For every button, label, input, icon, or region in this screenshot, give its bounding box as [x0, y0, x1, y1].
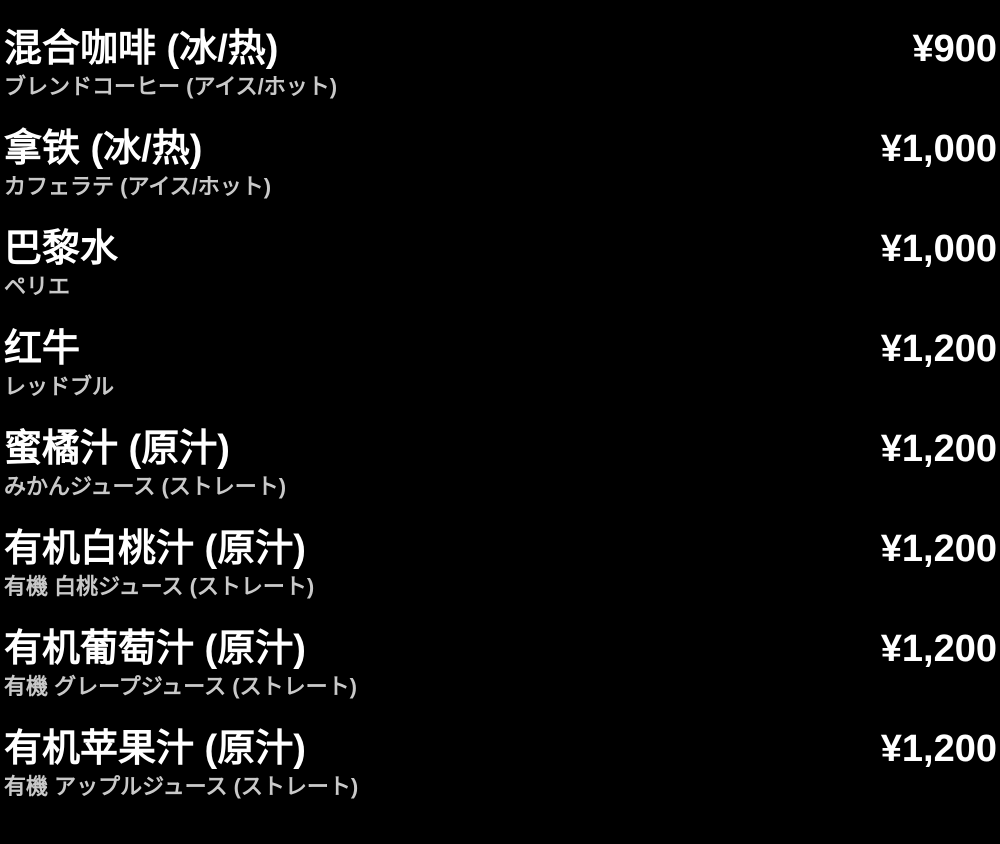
item-name-zh: 混合咖啡 (冰/热) [4, 28, 279, 70]
menu-item: 有机葡萄汁 (原汁) ¥1,200 有機 グレープジュース (ストレート) [4, 625, 997, 701]
item-name-zh: 红牛 [4, 328, 81, 370]
menu-item-header: 蜜橘汁 (原汁) ¥1,200 [4, 425, 997, 473]
item-name-zh: 有机葡萄汁 (原汁) [4, 628, 306, 670]
item-name-zh: 有机苹果汁 (原汁) [4, 728, 306, 770]
item-name-ja: 有機 白桃ジュース (ストレート) [4, 574, 315, 599]
menu-item: 红牛 ¥1,200 レッドブル [4, 325, 997, 401]
menu-item-header: 混合咖啡 (冰/热) ¥900 [4, 25, 997, 73]
item-name-ja: 有機 グレープジュース (ストレート) [4, 674, 357, 699]
menu-item: 混合咖啡 (冰/热) ¥900 ブレンドコーヒー (アイス/ホット) [4, 25, 997, 101]
menu-item: 巴黎水 ¥1,000 ペリエ [4, 225, 997, 301]
item-price: ¥1,200 [880, 428, 997, 470]
item-price: ¥1,000 [880, 128, 997, 170]
drinks-menu-list: 混合咖啡 (冰/热) ¥900 ブレンドコーヒー (アイス/ホット) 拿铁 (冰… [4, 25, 997, 801]
item-price: ¥1,200 [880, 328, 997, 370]
item-name-zh: 巴黎水 [4, 228, 119, 270]
menu-item-header: 巴黎水 ¥1,000 [4, 225, 997, 273]
menu-item-header: 有机葡萄汁 (原汁) ¥1,200 [4, 625, 997, 673]
item-name-ja: ブレンドコーヒー (アイス/ホット) [4, 74, 338, 99]
menu-item: 蜜橘汁 (原汁) ¥1,200 みかんジュース (ストレート) [4, 425, 997, 501]
item-name-ja: 有機 アップルジュース (ストレート) [4, 774, 359, 799]
menu-item-header: 红牛 ¥1,200 [4, 325, 997, 373]
item-price: ¥1,200 [880, 628, 997, 670]
item-name-zh: 蜜橘汁 (原汁) [4, 428, 230, 470]
item-price: ¥1,200 [880, 728, 997, 770]
item-name-ja: レッドブル [4, 374, 115, 399]
item-name-zh: 拿铁 (冰/热) [4, 128, 203, 170]
item-name-ja: カフェラテ (アイス/ホット) [4, 174, 272, 199]
item-name-zh: 有机白桃汁 (原汁) [4, 528, 306, 570]
menu-item-header: 拿铁 (冰/热) ¥1,000 [4, 125, 997, 173]
item-name-ja: みかんジュース (ストレート) [4, 474, 287, 499]
menu-item: 有机苹果汁 (原汁) ¥1,200 有機 アップルジュース (ストレート) [4, 725, 997, 801]
menu-item: 有机白桃汁 (原汁) ¥1,200 有機 白桃ジュース (ストレート) [4, 525, 997, 601]
item-price: ¥1,200 [880, 528, 997, 570]
item-price: ¥900 [912, 28, 997, 70]
item-price: ¥1,000 [880, 228, 997, 270]
item-name-ja: ペリエ [4, 274, 71, 299]
menu-item-header: 有机苹果汁 (原汁) ¥1,200 [4, 725, 997, 773]
menu-item: 拿铁 (冰/热) ¥1,000 カフェラテ (アイス/ホット) [4, 125, 997, 201]
menu-item-header: 有机白桃汁 (原汁) ¥1,200 [4, 525, 997, 573]
